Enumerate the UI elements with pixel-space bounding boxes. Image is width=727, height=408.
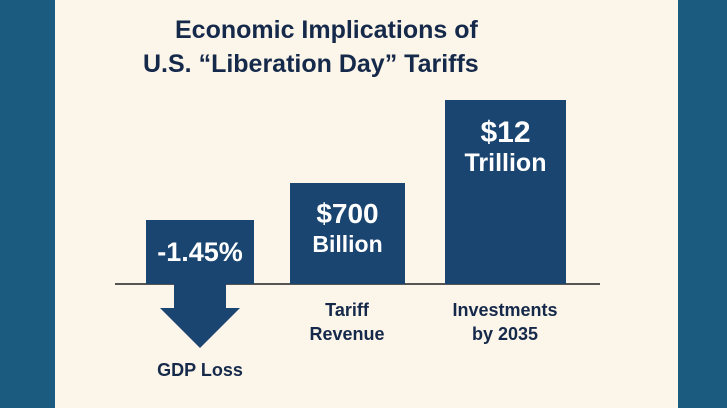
bar-tariff-revenue [290, 183, 405, 284]
data-label-tariff-revenue: $700 Billion [312, 198, 383, 258]
category-label-gdp-loss: GDP Loss [157, 360, 243, 380]
category-label-investments: Investments by 2035 [452, 300, 558, 344]
left-side-panel [0, 0, 55, 408]
bar-investments [445, 100, 566, 284]
data-label-investments: $12 Trillion [464, 116, 547, 178]
down-arrow-icon [160, 284, 240, 348]
data-label-gdp-loss: -1.45% [157, 237, 243, 267]
chart-title-line-1: Economic Implications of [175, 16, 478, 44]
bar-gdp-loss [146, 220, 254, 284]
chart-title-line-2: U.S. “Liberation Day” Tariffs [143, 50, 479, 78]
category-label-tariff-revenue: Tariff Revenue [309, 300, 385, 344]
right-side-panel [678, 0, 727, 408]
